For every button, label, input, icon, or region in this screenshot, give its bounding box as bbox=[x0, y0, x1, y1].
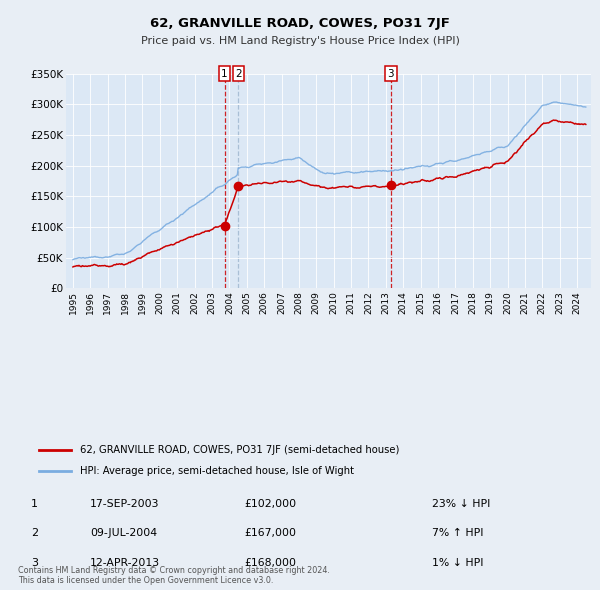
Text: 09-JUL-2004: 09-JUL-2004 bbox=[90, 529, 157, 538]
Text: Price paid vs. HM Land Registry's House Price Index (HPI): Price paid vs. HM Land Registry's House … bbox=[140, 37, 460, 46]
Text: 1: 1 bbox=[221, 69, 228, 78]
Text: 17-SEP-2003: 17-SEP-2003 bbox=[90, 499, 160, 509]
Text: 62, GRANVILLE ROAD, COWES, PO31 7JF: 62, GRANVILLE ROAD, COWES, PO31 7JF bbox=[150, 17, 450, 30]
Text: 1% ↓ HPI: 1% ↓ HPI bbox=[432, 558, 484, 568]
Text: 12-APR-2013: 12-APR-2013 bbox=[90, 558, 160, 568]
Text: 23% ↓ HPI: 23% ↓ HPI bbox=[432, 499, 490, 509]
Text: HPI: Average price, semi-detached house, Isle of Wight: HPI: Average price, semi-detached house,… bbox=[80, 466, 354, 476]
Text: 7% ↑ HPI: 7% ↑ HPI bbox=[432, 529, 484, 538]
Text: 2: 2 bbox=[31, 529, 38, 538]
Text: 62, GRANVILLE ROAD, COWES, PO31 7JF (semi-detached house): 62, GRANVILLE ROAD, COWES, PO31 7JF (sem… bbox=[80, 445, 400, 455]
Text: £167,000: £167,000 bbox=[244, 529, 296, 538]
Text: £168,000: £168,000 bbox=[244, 558, 296, 568]
Text: 3: 3 bbox=[31, 558, 38, 568]
Text: 2: 2 bbox=[235, 69, 242, 78]
Text: Contains HM Land Registry data © Crown copyright and database right 2024.
This d: Contains HM Land Registry data © Crown c… bbox=[18, 566, 330, 585]
Text: £102,000: £102,000 bbox=[244, 499, 296, 509]
Text: 1: 1 bbox=[31, 499, 38, 509]
Text: 3: 3 bbox=[388, 69, 394, 78]
